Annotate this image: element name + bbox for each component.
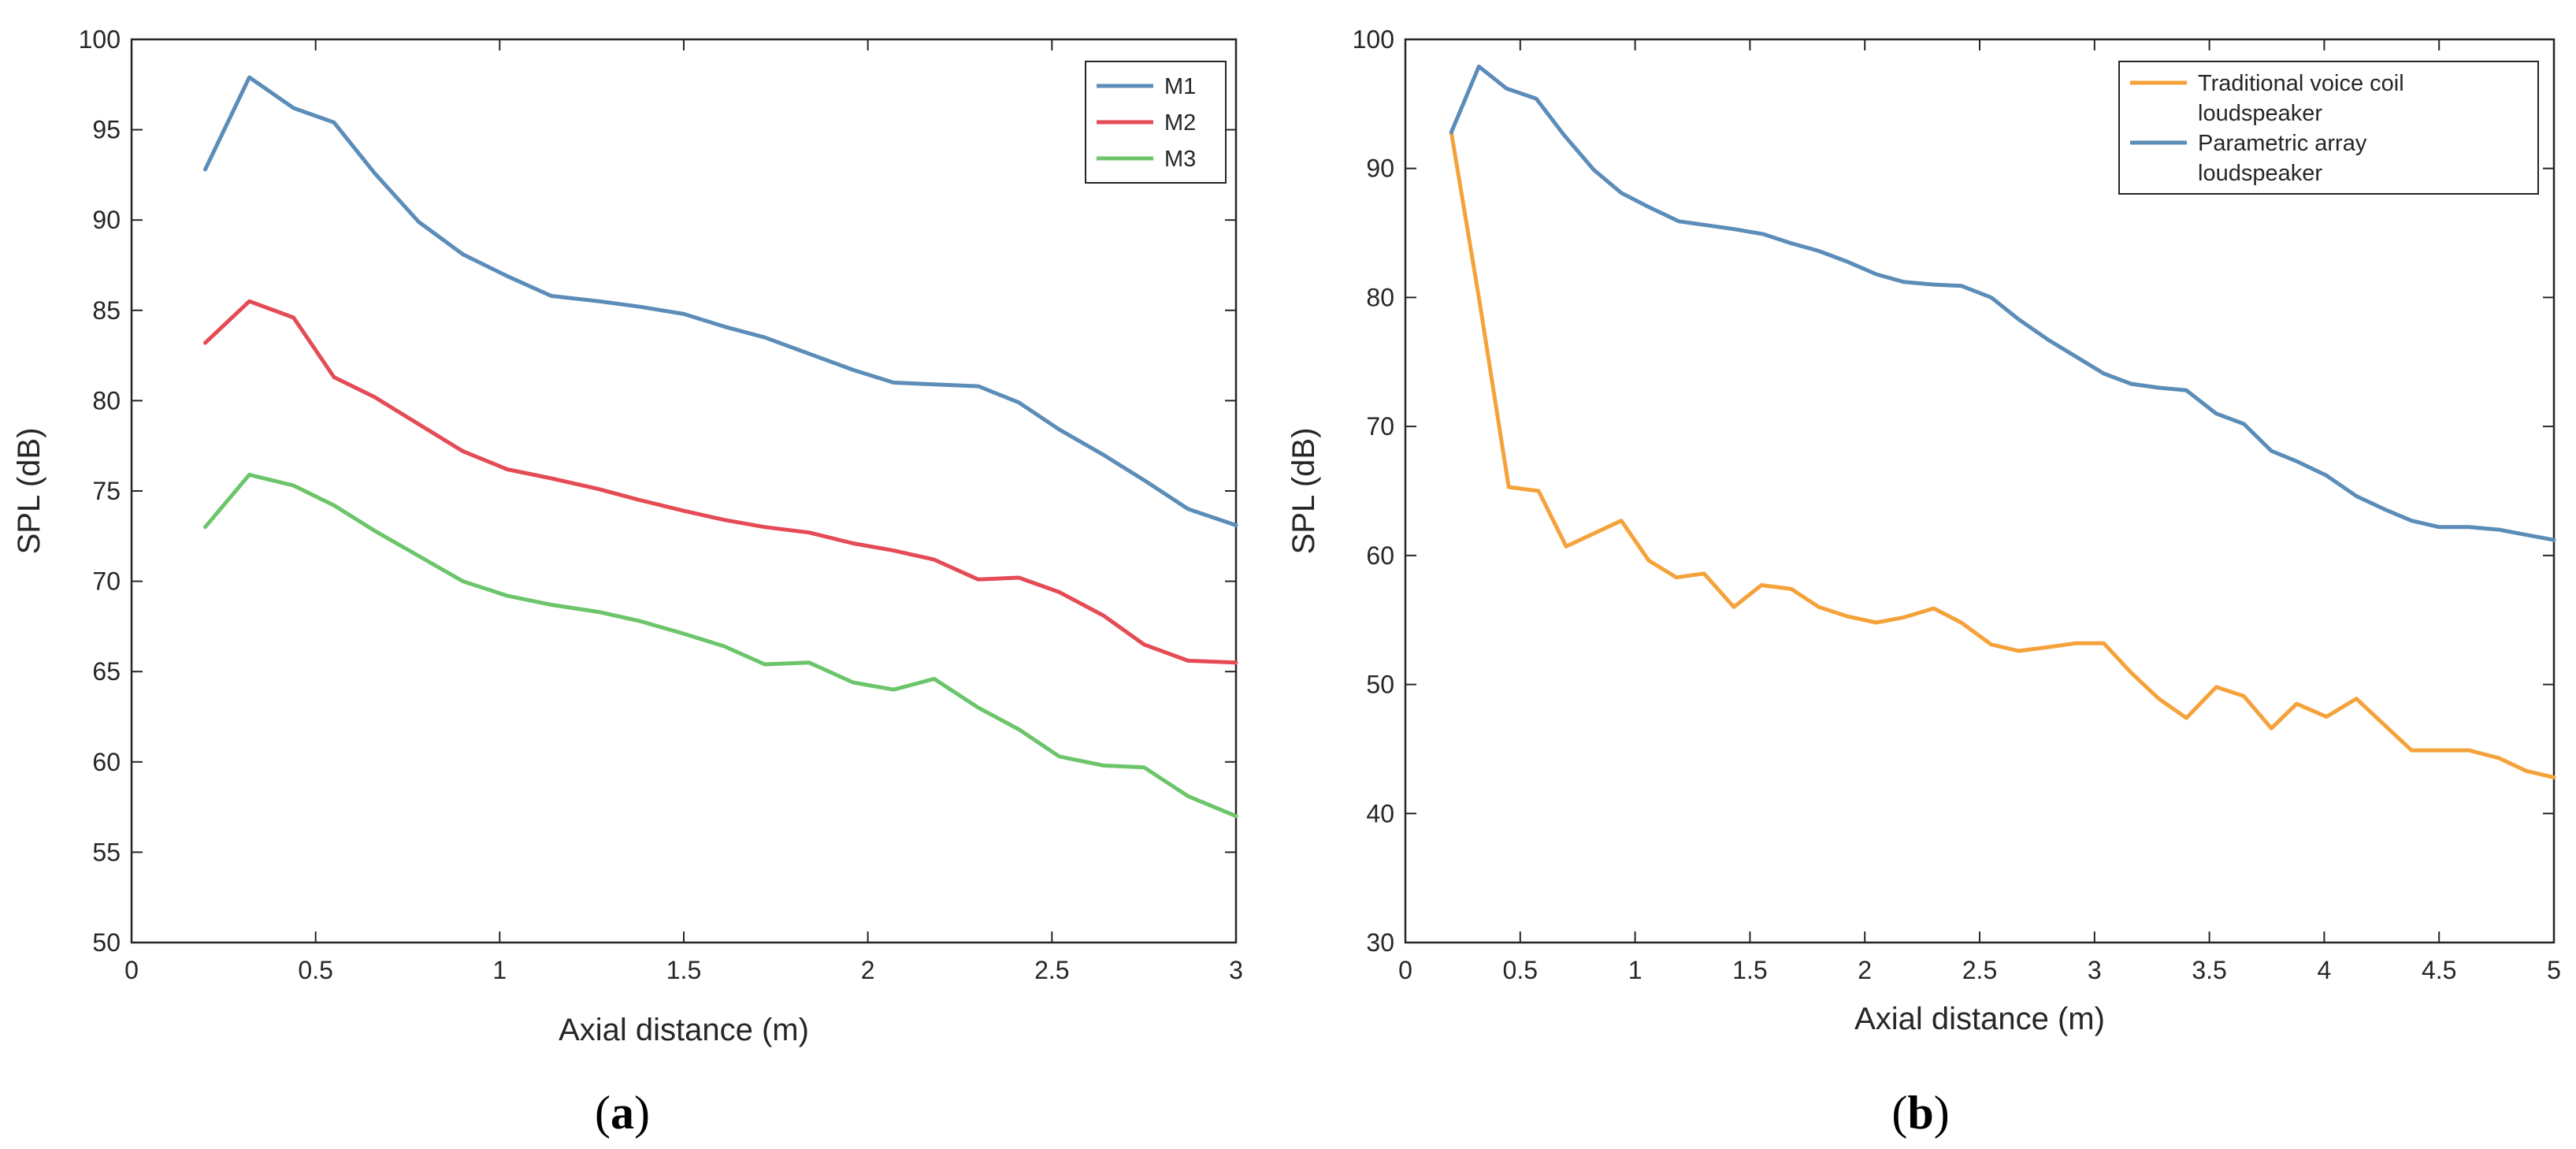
series-line-m1 <box>203 75 1238 527</box>
legend-b: Traditional voice coil loudspeaker Paramet… <box>2118 61 2539 195</box>
x-axis-label-b: Axial distance (m) <box>1854 1002 2105 1036</box>
legend-label: M2 <box>1164 110 1196 136</box>
series-line-m3 <box>203 472 1238 819</box>
legend-a: M1 M2 M3 <box>1085 61 1227 184</box>
y-tick-label: 100 <box>79 25 121 54</box>
caption-letter-a: a <box>611 1087 634 1139</box>
x-tick-label: 3.5 <box>2192 956 2226 984</box>
legend-label: loudspeaker <box>2198 101 2322 126</box>
y-tick-label: 80 <box>92 386 121 415</box>
axis-ticks-b: 0 0.5 1 1.5 2 2.5 3 3.5 4 4.5 5 30 40 50 60 70 80 90 100 <box>1353 25 2561 984</box>
series-line-traditional-voice-coil-loudspeaker <box>1449 130 2556 779</box>
y-tick-label: 80 <box>1366 283 1394 311</box>
y-tick-label: 30 <box>1366 928 1394 957</box>
y-tick-label: 85 <box>92 296 121 325</box>
caption-close-b: ) <box>1934 1087 1950 1139</box>
x-axis-label-a: Axial distance (m) <box>559 1013 809 1047</box>
y-tick-label: 40 <box>1366 799 1394 827</box>
legend-label: M1 <box>1164 74 1196 99</box>
y-tick-label: 70 <box>1366 412 1394 441</box>
x-tick-label: 0 <box>124 956 139 984</box>
x-tick-label: 1.5 <box>666 956 701 984</box>
y-tick-label: 50 <box>92 928 121 957</box>
y-tick-label: 65 <box>92 657 121 686</box>
y-tick-label: 55 <box>92 838 121 866</box>
x-tick-label: 1 <box>1628 956 1642 984</box>
plot-area-a <box>130 38 1238 944</box>
caption-letter-b: b <box>1907 1087 1933 1139</box>
caption-open-a: ( <box>595 1087 611 1139</box>
x-tick-label: 5 <box>2547 956 2561 984</box>
x-tick-label: 2.5 <box>1034 956 1069 984</box>
chart-panel-b: 0 0.5 1 1.5 2 2.5 3 3.5 4 4.5 5 30 40 50 60 70 80 90 100 T… <box>1286 25 2561 1139</box>
y-tick-label: 60 <box>92 748 121 776</box>
x-tick-label: 2.5 <box>1962 956 1997 984</box>
y-tick-label: 70 <box>92 567 121 596</box>
series-line-parametric-array-loudspeaker <box>1449 64 2556 542</box>
caption-close-a: ) <box>634 1087 650 1139</box>
x-tick-label: 1.5 <box>1732 956 1767 984</box>
x-tick-label: 4 <box>2318 956 2332 984</box>
series-lines-b <box>1449 64 2556 779</box>
series-line-m2 <box>203 299 1238 665</box>
y-tick-label: 75 <box>92 477 121 505</box>
caption-b: (b) <box>1891 1087 1949 1139</box>
x-tick-label: 0 <box>1398 956 1412 984</box>
x-tick-label: 3 <box>1229 956 1243 984</box>
y-tick-label: 100 <box>1353 25 1394 54</box>
x-tick-label: 0.5 <box>298 956 332 984</box>
y-tick-label: 90 <box>1366 154 1394 183</box>
legend-box <box>2118 61 2539 195</box>
axis-ticks-a: 0 0.5 1 1.5 2 2.5 3 50 55 60 65 70 75 80 85 90 95 100 <box>79 25 1243 984</box>
x-tick-label: 2 <box>861 956 875 984</box>
caption-open-b: ( <box>1891 1087 1907 1139</box>
legend-label: Traditional voice coil <box>2198 71 2404 96</box>
y-tick-label: 60 <box>1366 541 1394 570</box>
x-tick-label: 3 <box>2088 956 2102 984</box>
y-axis-label-b: SPL (dB) <box>1286 428 1321 555</box>
legend-label: Parametric array <box>2198 131 2367 156</box>
y-tick-label: 90 <box>92 206 121 234</box>
legend-label: M3 <box>1164 147 1196 172</box>
x-tick-label: 4.5 <box>2422 956 2456 984</box>
x-tick-label: 1 <box>492 956 507 984</box>
x-tick-label: 0.5 <box>1503 956 1538 984</box>
y-axis-label-a: SPL (dB) <box>12 428 46 555</box>
caption-a: (a) <box>595 1087 650 1139</box>
y-tick-label: 95 <box>92 116 121 144</box>
legend-label: loudspeaker <box>2198 161 2322 186</box>
y-tick-label: 50 <box>1366 671 1394 699</box>
x-tick-label: 2 <box>1858 956 1872 984</box>
series-lines-a <box>203 75 1238 819</box>
